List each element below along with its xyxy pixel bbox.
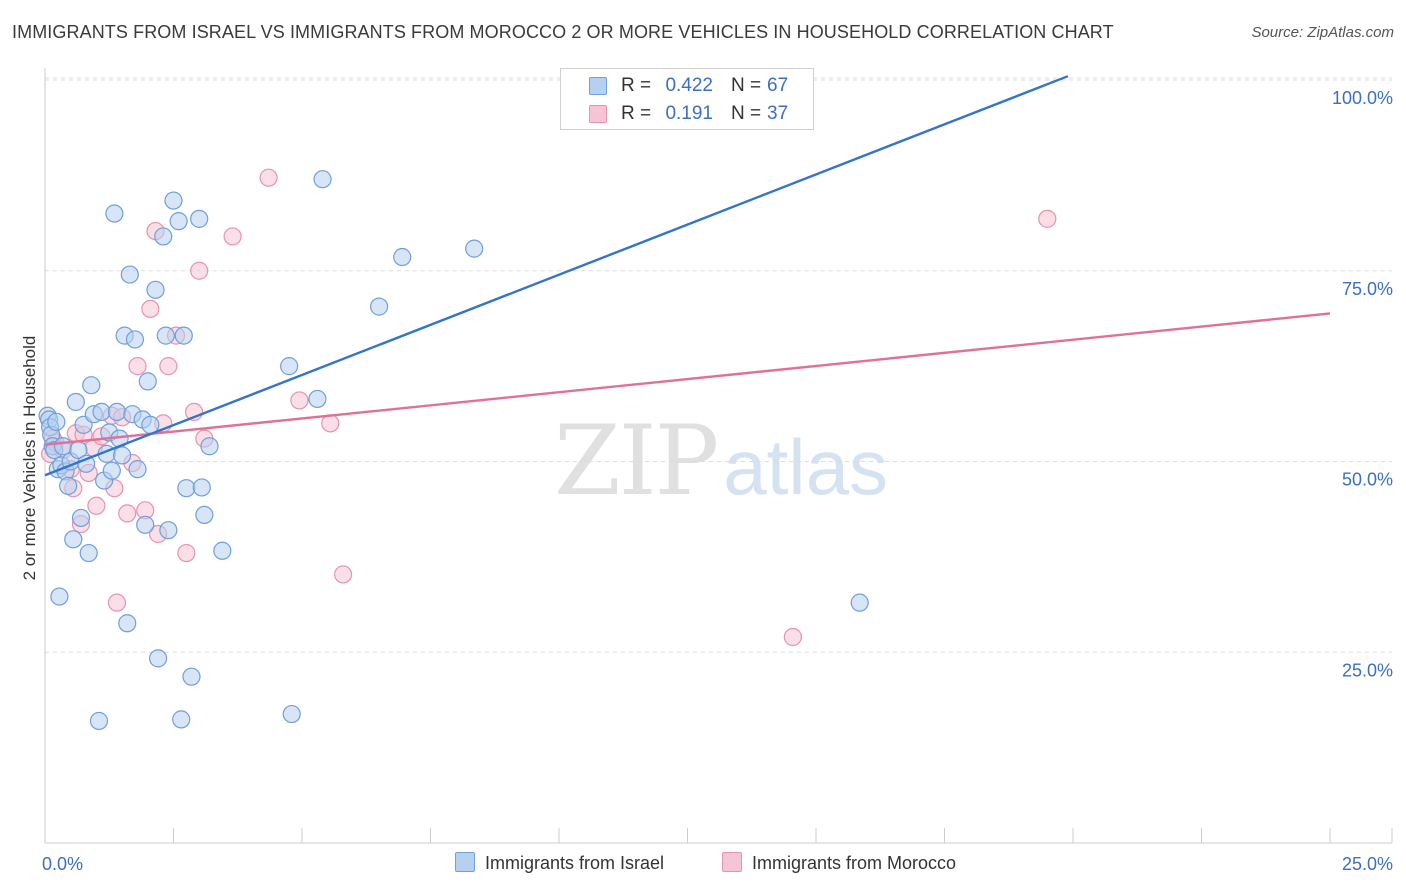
morocco-point [783,627,802,647]
morocco-r-label: R = [621,103,652,124]
israel-point [138,372,157,391]
chart-title: IMMIGRANTS FROM ISRAEL VS IMMIGRANTS FRO… [12,22,1114,42]
morocco-point [128,357,147,376]
israel-point [50,587,69,606]
morocco-point [107,593,127,612]
source-credit: Source: ZipAtlas.com [1251,24,1394,41]
legend-item-israel: Immigrants from Israel [455,852,664,874]
israel-point [200,437,219,456]
israel-point [47,412,66,431]
israel-point [154,227,173,246]
morocco-point [321,414,340,433]
israel-point [105,204,124,223]
israel-point [136,515,155,534]
israel-point [125,330,145,349]
israel-point [177,479,196,498]
israel-point [465,239,484,258]
israel-point [308,389,327,409]
x-tick-label: 0.0% [42,854,83,874]
legend-row-israel: R = 0.422 N = 67 [561,72,815,100]
grid-lines [45,77,1392,653]
israel-point [393,247,412,267]
morocco-trendline [44,312,1331,446]
morocco-point [334,565,353,584]
morocco-point [223,227,242,246]
israel-point [92,402,111,422]
tick-labels: 25.0% 50.0% 75.0% 100.0% 0.0% 25.0% [42,88,1393,874]
israel-point [79,543,98,563]
israel-point [156,326,175,345]
israel-point [66,392,85,412]
morocco-point [159,357,178,376]
israel-point [195,505,214,525]
legend-item-morocco: Immigrants from Morocco [722,852,956,874]
israel-point [82,376,101,395]
israel-point [71,508,91,528]
israel-point [112,446,132,465]
morocco-legend-label: Immigrants from Morocco [752,853,957,873]
israel-point [146,280,165,299]
israel-point [213,541,232,560]
israel-n-label: N = [731,75,762,96]
israel-point [850,593,869,612]
morocco-point [190,261,209,280]
series-legend: Immigrants from Israel Immigrants from M… [0,852,1406,878]
israel-point [192,478,211,497]
morocco-r-value: 0.191 [665,103,713,124]
israel-point [190,209,209,228]
israel-r-label: R = [621,75,652,96]
y-tick-label: 100.0% [1332,88,1393,108]
israel-point [107,402,127,422]
israel-point [148,649,168,668]
morocco-point [118,504,137,523]
israel-point [118,614,137,633]
morocco-points [41,168,1057,647]
israel-point [280,357,299,376]
israel-swatch [589,77,607,95]
morocco-point [290,391,309,410]
israel-point [282,704,301,724]
y-tick-label: 25.0% [1342,660,1393,680]
israel-point [102,461,121,480]
israel-legend-label: Immigrants from Israel [485,853,665,873]
axes [44,68,1393,844]
israel-point [159,521,178,540]
israel-point [59,476,78,496]
morocco-n-value: 37 [767,103,789,124]
legend-row-morocco: R = 0.191 N = 37 [561,100,815,128]
israel-legend-swatch [455,852,475,872]
israel-point [172,710,191,729]
israel-point [169,212,188,231]
y-axis-label: 2 or more Vehicles in Household [20,335,39,581]
israel-point [89,711,109,731]
israel-point [164,191,183,210]
trendlines [44,75,1331,477]
israel-point [53,437,73,456]
morocco-legend-swatch [722,852,742,872]
israel-r-value: 0.422 [665,75,713,96]
morocco-n-label: N = [731,103,762,124]
morocco-point [259,168,278,187]
israel-point [174,326,193,345]
israel-points [38,170,869,731]
israel-point [182,667,201,686]
y-tick-label: 50.0% [1342,470,1393,490]
x-tick-label: 25.0% [1342,854,1393,874]
y-tick-label: 75.0% [1342,279,1393,299]
israel-n-value: 67 [767,75,789,96]
israel-point [370,297,389,316]
israel-point [128,460,147,479]
correlation-legend: R = 0.422 N = 67 R = 0.191 N = 37 [560,68,814,130]
morocco-point [1038,209,1057,228]
israel-trendline [44,75,1069,477]
israel-point [313,170,332,189]
morocco-point [87,496,106,515]
israel-point [64,530,83,549]
morocco-swatch [589,105,607,123]
israel-point [120,265,139,284]
morocco-point [177,543,196,563]
morocco-point [141,299,160,318]
